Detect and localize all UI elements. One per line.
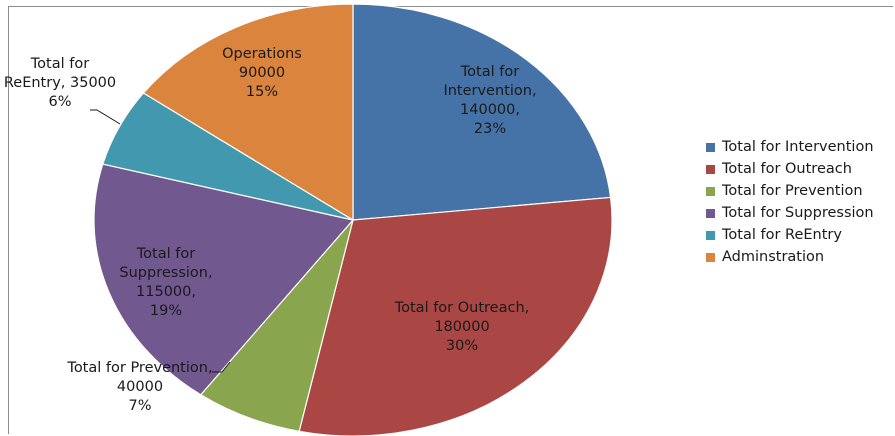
pie-slice-total-for-suppression	[93, 163, 355, 396]
legend-swatch	[706, 142, 715, 152]
leader-line-reentry	[90, 109, 121, 125]
legend-item: Total for ReEntry	[706, 224, 874, 246]
leader-line-prevention	[212, 361, 231, 373]
slice-label-line: ReEntry, 35000	[4, 75, 116, 91]
legend-item: Total for Intervention	[706, 136, 874, 158]
slice-label: Total for Outreach, 180000 30%	[394, 300, 530, 354]
leader-lines	[90, 109, 231, 373]
pie-slice-total-for-intervention	[352, 3, 612, 221]
slice-label-line: 7%	[128, 398, 151, 414]
legend-swatch	[706, 164, 715, 174]
slice-label-line: 6%	[48, 94, 71, 110]
legend-item: Total for Prevention	[706, 180, 874, 202]
legend-swatch	[706, 186, 715, 196]
slice-label-line: Operations	[222, 46, 302, 62]
legend-label: Adminstration	[722, 249, 825, 265]
slice-label-line: 19%	[150, 303, 182, 319]
slice-label-line: 30%	[446, 338, 478, 354]
slice-label-line: Total for	[30, 56, 89, 72]
legend-label: Total for Outreach	[722, 161, 852, 177]
slice-label-line: Intervention,	[443, 83, 536, 99]
slice-label-line: 180000	[434, 319, 489, 335]
legend-item: Total for Suppression	[706, 202, 874, 224]
legend-label: Total for Prevention	[722, 183, 863, 199]
pie-slice-adminstration	[142, 3, 354, 222]
slice-label-line: Total for	[136, 246, 195, 262]
slice-label-line: 15%	[246, 84, 278, 100]
legend-label: Total for Suppression	[722, 205, 874, 221]
slice-label-line: 23%	[474, 121, 506, 137]
chart-frame	[8, 6, 893, 434]
legend-item: Adminstration	[706, 246, 874, 268]
slice-label: Total for Intervention, 140000, 23%	[443, 64, 536, 137]
slice-label: Total for Suppression, 115000, 19%	[119, 246, 212, 319]
legend-swatch	[706, 230, 715, 240]
slice-label-line: 90000	[239, 65, 285, 81]
slice-label-line: Total for Outreach,	[394, 300, 530, 316]
pie-slice-total-for-prevention	[199, 219, 354, 432]
legend-swatch	[706, 208, 715, 218]
slice-label-line: Total for	[460, 64, 519, 80]
slice-labels: Total for Intervention, 140000, 23%Total fo…	[4, 46, 537, 414]
slice-label-line: 140000,	[460, 102, 520, 118]
legend-swatch	[706, 252, 715, 262]
legend-item: Total for Outreach	[706, 158, 874, 180]
legend-label: Total for ReEntry	[722, 227, 842, 243]
slice-label-line: Suppression,	[119, 265, 212, 281]
slice-label-line: Total for Prevention,	[66, 360, 212, 376]
slice-label: Operations 90000 15%	[222, 46, 302, 100]
legend: Total for Intervention Total for Outreach…	[706, 136, 874, 268]
slice-label: Total for Prevention, 40000 7%	[66, 360, 212, 414]
slice-label-line: 115000,	[136, 284, 196, 300]
pie-slices	[93, 3, 613, 436]
legend-label: Total for Intervention	[722, 139, 874, 155]
slice-label: Total for ReEntry, 35000 6%	[4, 56, 116, 110]
slice-label-line: 40000	[117, 379, 163, 395]
